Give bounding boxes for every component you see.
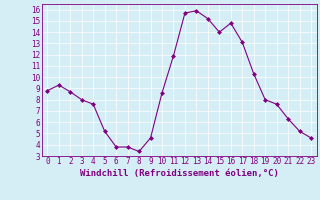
X-axis label: Windchill (Refroidissement éolien,°C): Windchill (Refroidissement éolien,°C)	[80, 169, 279, 178]
